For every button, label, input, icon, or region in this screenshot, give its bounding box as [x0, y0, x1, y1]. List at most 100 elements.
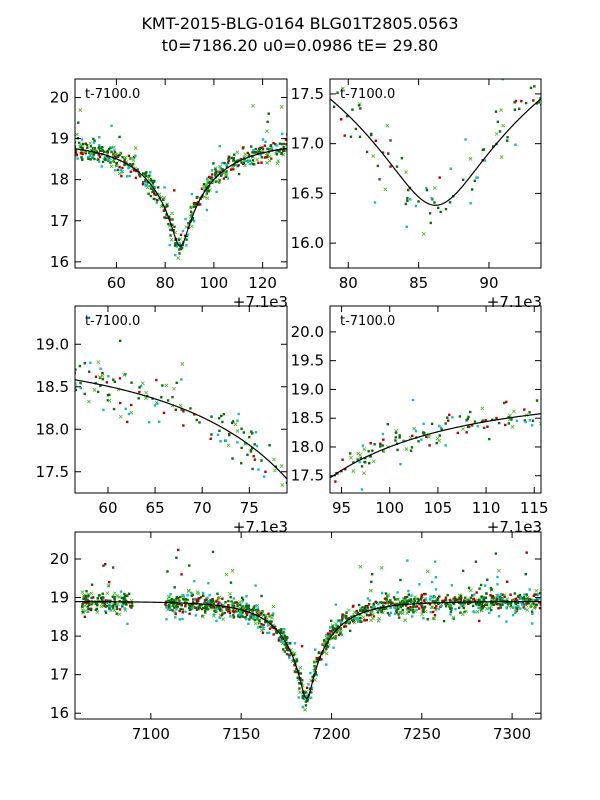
data-point	[113, 596, 116, 599]
data-point	[376, 602, 380, 606]
data-point	[211, 599, 214, 603]
data-point	[205, 186, 208, 189]
data-point	[105, 381, 109, 384]
data-point	[331, 630, 334, 633]
data-point	[230, 156, 233, 160]
data-point	[285, 143, 287, 146]
data-point	[194, 606, 198, 609]
data-point	[492, 596, 495, 599]
data-point	[429, 605, 434, 610]
data-point	[256, 607, 260, 610]
data-point	[127, 154, 131, 158]
data-point	[358, 460, 361, 464]
data-point	[237, 613, 240, 617]
data-point	[506, 136, 509, 139]
data-point	[171, 604, 175, 608]
data-point	[81, 603, 84, 606]
data-point	[543, 342, 546, 345]
data-point	[171, 218, 174, 221]
data-point	[237, 412, 240, 416]
data-point	[87, 607, 90, 611]
data-point	[488, 607, 491, 610]
data-point	[111, 607, 115, 610]
data-point	[497, 607, 500, 610]
data-point	[417, 200, 420, 203]
data-point	[350, 615, 353, 618]
data-point	[336, 619, 340, 622]
data-point	[513, 101, 516, 104]
data-point	[447, 419, 450, 422]
data-point	[170, 599, 173, 602]
data-point	[346, 617, 349, 621]
data-point	[173, 598, 177, 602]
data-point	[266, 154, 269, 157]
data-point	[457, 597, 461, 600]
data-point	[251, 616, 255, 619]
data-point	[364, 456, 367, 460]
data-point	[536, 593, 540, 597]
data-point	[422, 599, 426, 602]
y-tick-label: 18.0	[291, 438, 324, 456]
data-point	[505, 597, 510, 601]
data-point	[536, 597, 539, 600]
data-point	[432, 616, 437, 621]
data-point	[522, 606, 525, 609]
data-point	[334, 603, 338, 606]
data-point	[229, 615, 232, 618]
data-point	[500, 603, 503, 606]
data-point	[274, 142, 277, 146]
data-point	[276, 149, 279, 153]
data-point	[152, 197, 156, 201]
data-point	[139, 384, 143, 388]
data-point	[288, 654, 291, 657]
data-point	[373, 201, 377, 204]
data-point	[309, 671, 312, 675]
data-point	[535, 603, 539, 607]
data-point	[534, 599, 537, 602]
data-point	[83, 603, 87, 608]
data-point	[366, 604, 369, 608]
data-point	[356, 620, 360, 623]
data-point	[175, 607, 178, 611]
data-point	[532, 606, 537, 610]
data-point	[261, 138, 265, 141]
data-point	[496, 575, 499, 579]
data-point	[235, 601, 238, 604]
data-point	[98, 143, 101, 147]
data-point	[175, 245, 179, 248]
data-point	[332, 646, 335, 649]
data-point	[539, 603, 541, 606]
data-point	[480, 406, 485, 411]
data-point	[271, 613, 274, 617]
data-point	[303, 707, 307, 712]
data-point	[549, 103, 551, 105]
data-point	[234, 163, 238, 166]
data-point	[235, 429, 240, 433]
data-point	[95, 610, 100, 615]
data-point	[232, 164, 236, 167]
data-point	[496, 593, 499, 597]
data-point	[130, 381, 133, 384]
data-point	[152, 191, 156, 194]
data-point	[420, 605, 423, 608]
data-point	[108, 580, 111, 584]
data-point	[176, 256, 181, 260]
data-point	[441, 599, 444, 603]
data-point	[190, 192, 194, 196]
data-point	[86, 146, 89, 149]
data-point	[85, 601, 89, 605]
data-point	[404, 600, 408, 603]
data-point	[102, 596, 105, 599]
data-point	[218, 144, 221, 148]
data-point	[174, 612, 177, 616]
data-point	[117, 612, 122, 617]
data-point	[409, 606, 412, 609]
data-point	[166, 399, 170, 402]
data-point	[366, 606, 370, 609]
data-point	[98, 375, 102, 379]
data-point	[161, 204, 164, 207]
data-point	[239, 603, 242, 607]
data-point	[233, 601, 236, 604]
data-point	[523, 593, 526, 596]
data-point	[389, 139, 392, 142]
